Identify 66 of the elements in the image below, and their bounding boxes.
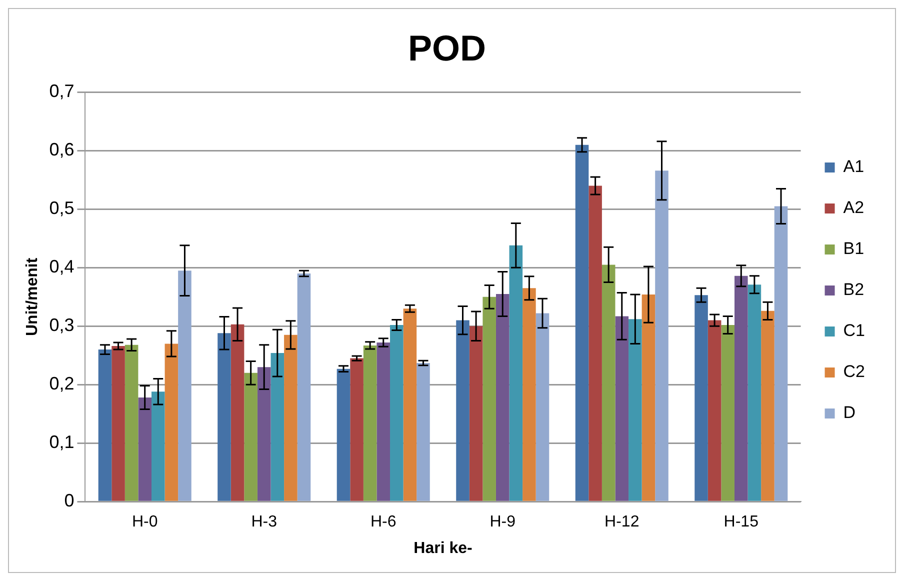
x-tick-label: H-6	[370, 514, 396, 531]
bar	[363, 345, 377, 501]
y-tick-label: 0,6	[49, 140, 74, 160]
legend-label: A2	[843, 198, 864, 218]
bar	[178, 270, 192, 501]
bar	[761, 310, 774, 501]
bar	[615, 316, 629, 501]
bar	[151, 392, 165, 501]
bar	[416, 362, 430, 501]
legend-label: D	[843, 403, 856, 422]
bar	[575, 144, 589, 501]
bar	[112, 346, 125, 501]
bar	[297, 274, 311, 501]
y-tick-label: 0,1	[49, 432, 74, 452]
bar	[270, 353, 284, 501]
bar	[124, 344, 138, 501]
x-tick-label: H-3	[251, 514, 278, 531]
bar	[376, 342, 390, 501]
bar	[218, 333, 231, 501]
bar	[602, 264, 616, 501]
legend-label: B1	[843, 239, 864, 258]
y-axis-title: Unit/menit	[24, 257, 42, 336]
bar	[509, 245, 523, 501]
x-tick-label: H-0	[132, 514, 158, 531]
bar	[721, 324, 734, 501]
bar	[350, 358, 364, 501]
bar	[469, 326, 483, 501]
bar	[164, 344, 178, 501]
bar	[98, 350, 112, 501]
chart-title: POD	[408, 28, 486, 69]
bar	[642, 294, 656, 501]
bar	[482, 296, 496, 501]
bar	[774, 206, 788, 501]
bar	[628, 319, 642, 501]
bar	[138, 397, 152, 501]
y-tick-label: 0,7	[49, 81, 74, 102]
y-tick-label: 0,2	[49, 374, 74, 394]
x-tick-label: H-12	[604, 514, 640, 531]
y-tick-label: 0,5	[49, 198, 74, 218]
bar	[734, 276, 748, 501]
bar	[522, 288, 536, 501]
x-tick-label: H-9	[490, 514, 516, 531]
y-tick-label: 0	[64, 490, 74, 511]
bar	[284, 334, 298, 501]
y-tick-label: 0,3	[49, 315, 74, 336]
legend-label: C2	[843, 362, 866, 382]
y-tick-label: 0,4	[49, 256, 74, 277]
bar	[403, 308, 417, 501]
bar	[536, 313, 550, 501]
bar	[456, 320, 470, 501]
bar	[496, 294, 510, 501]
x-tick-label: H-15	[724, 514, 759, 531]
bar	[694, 295, 708, 501]
bar	[748, 284, 762, 501]
bar	[655, 170, 668, 501]
bar	[244, 372, 258, 501]
bar	[336, 368, 350, 501]
x-axis-title: Hari ke-	[414, 540, 472, 557]
legend-label: B2	[843, 280, 864, 300]
bar	[390, 324, 404, 501]
bar	[708, 320, 722, 501]
legend-label: C1	[843, 321, 866, 340]
bar	[257, 367, 271, 501]
bar	[588, 186, 602, 501]
legend-label: A1	[843, 157, 864, 176]
bar	[230, 324, 244, 501]
